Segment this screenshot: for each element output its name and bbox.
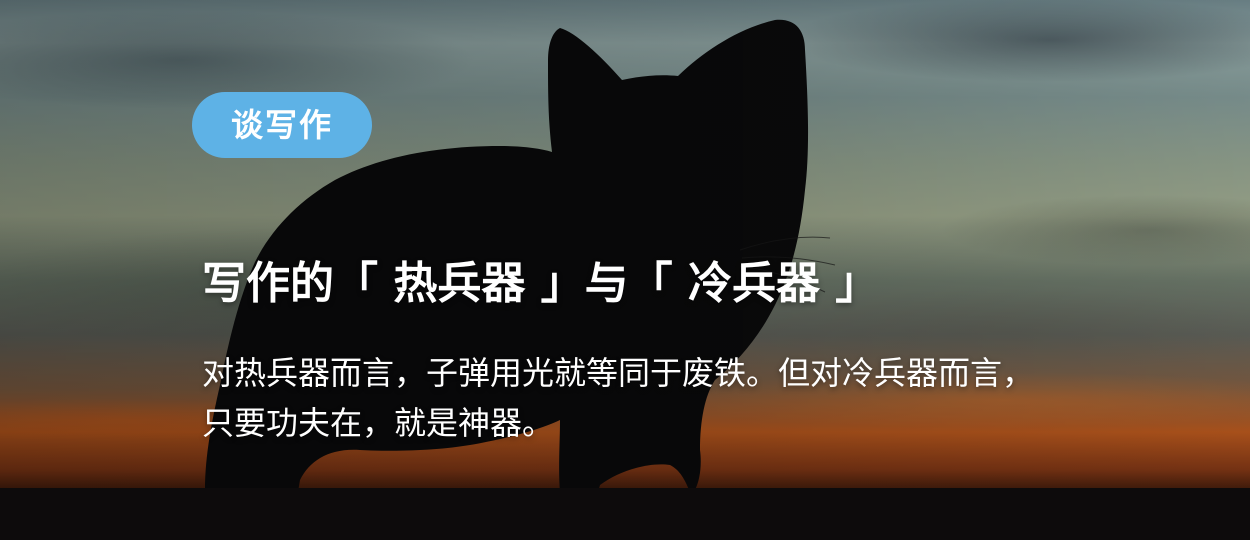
article-title: 写作的「 热兵器 」与「 冷兵器 」 [202,258,880,309]
ground-strip [0,488,1250,540]
article-description: 对热兵器而言，子弹用光就等同于废铁。但对冷兵器而言，只要功夫在，就是神器。 [202,354,1035,442]
category-tag: 谈写作 [192,92,372,158]
